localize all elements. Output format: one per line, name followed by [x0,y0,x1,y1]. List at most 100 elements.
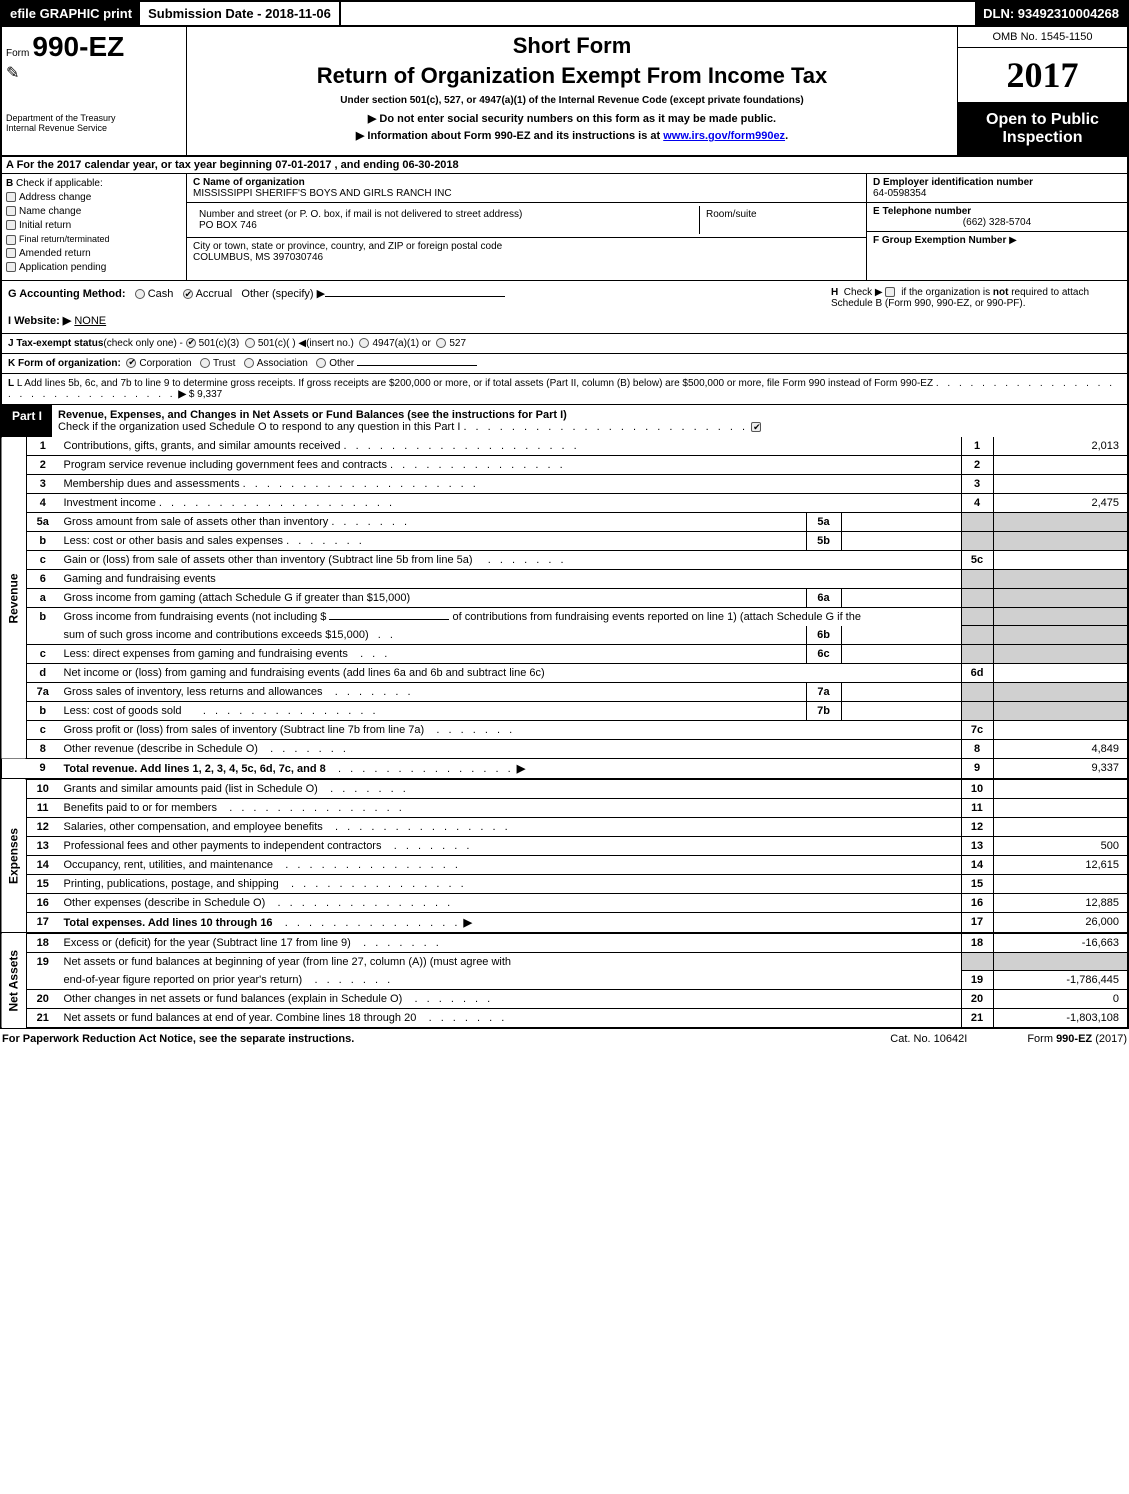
line-desc: Gross income from fundraising events (no… [59,607,962,626]
arrow-icon: ▶ [464,917,472,929]
line-num [27,626,59,645]
line-7a: 7a Gross sales of inventory, less return… [1,682,1128,701]
line-desc: Membership dues and assessments . . . . … [59,474,962,493]
line-num: 10 [27,779,59,799]
checkbox-icon[interactable] [751,422,761,432]
sub-box: 7b [806,701,841,720]
side-netassets: Net Assets [1,933,27,1029]
f-label: F Group Exemption Number [873,235,1006,246]
line-box: 9 [961,758,993,779]
line-desc: Grants and similar amounts paid (list in… [59,779,962,799]
line-num: b [27,607,59,626]
footer-right: Form 990-EZ (2017) [1027,1033,1127,1045]
sub-value [841,626,961,645]
street-value: PO BOX 746 [199,220,257,231]
j-label: J Tax-exempt status [8,338,103,349]
opt-other: Other [329,358,354,369]
radio-icon[interactable] [135,289,145,299]
radio-icon[interactable] [126,358,136,368]
line-19a: 19 Net assets or fund balances at beginn… [1,952,1128,971]
g-label: G Accounting Method: [8,288,126,300]
line-value [993,798,1128,817]
open-public: Open to Public Inspection [958,103,1127,155]
line-value [993,550,1128,569]
row-k-form-org: K Form of organization: Corporation Trus… [0,354,1129,374]
arrow-icon: ▶ [1009,235,1017,246]
row-j-tax-exempt: J Tax-exempt status(check only one) - 50… [0,334,1129,354]
d-label: D Employer identification number [873,177,1033,188]
irs-link[interactable]: www.irs.gov/form990ez [663,130,785,142]
line-value: -1,786,445 [993,971,1128,990]
radio-icon[interactable] [436,338,446,348]
checkbox-icon [6,262,16,272]
shaded-box [961,531,993,550]
chk-address-change[interactable]: Address change [6,192,182,203]
radio-icon[interactable] [245,338,255,348]
arrow-icon: ▶ [178,389,186,400]
chk-name-change[interactable]: Name change [6,206,182,217]
chk-final-return[interactable]: Final return/terminated [6,234,182,245]
shaded-val [993,569,1128,588]
h-text2: if the organization is [901,287,993,298]
line-num: d [27,663,59,682]
checkbox-icon [6,235,16,245]
radio-icon[interactable] [183,289,193,299]
line-num: 4 [27,493,59,512]
line-13: 13 Professional fees and other payments … [1,836,1128,855]
dept-line1: Department of the Treasury [6,113,116,123]
line-desc: Less: cost or other basis and sales expe… [59,531,807,550]
l-text: L Add lines 5b, 6c, and 7b to line 9 to … [17,378,933,389]
line-desc: Net income or (loss) from gaming and fun… [59,663,962,682]
line-desc: Benefits paid to or for members . . . . … [59,798,962,817]
part1-label: Part I [2,405,52,437]
line-6d: d Net income or (loss) from gaming and f… [1,663,1128,682]
top-bar: efile GRAPHIC print Submission Date - 20… [0,0,1129,27]
shaded-val [993,682,1128,701]
line-box: 3 [961,474,993,493]
city-row: City or town, state or province, country… [187,238,866,266]
chk-initial-return[interactable]: Initial return [6,220,182,231]
radio-icon[interactable] [244,358,254,368]
opt-4947: 4947(a)(1) or [372,338,430,349]
sub-value [841,588,961,607]
line-6: 6 Gaming and fundraising events [1,569,1128,588]
opt-other: Other (specify) ▶ [241,288,325,300]
line-value [993,874,1128,893]
phone-value: (662) 328-5704 [873,217,1121,228]
part1-checkline: Check if the organization used Schedule … [58,421,460,433]
line-num [27,971,59,990]
line-5c: c Gain or (loss) from sale of assets oth… [1,550,1128,569]
chk-amended-return[interactable]: Amended return [6,248,182,259]
checkbox-icon[interactable] [885,287,895,297]
line-8: 8 Other revenue (describe in Schedule O)… [1,739,1128,758]
radio-icon[interactable] [200,358,210,368]
line-desc: Program service revenue including govern… [59,455,962,474]
line-6b-2: sum of such gross income and contributio… [1,626,1128,645]
radio-icon[interactable] [316,358,326,368]
b-label: B [6,178,13,189]
group-exemption-row: F Group Exemption Number ▶ [867,232,1127,249]
radio-icon[interactable] [359,338,369,348]
line-11: 11 Benefits paid to or for members . . .… [1,798,1128,817]
line-12: 12 Salaries, other compensation, and emp… [1,817,1128,836]
line-10: Expenses 10 Grants and similar amounts p… [1,779,1128,799]
radio-icon[interactable] [186,338,196,348]
tax-year-end: 06-30-2018 [402,159,458,171]
insert-no: ◀(insert no.) [298,338,353,349]
line-17: 17 Total expenses. Add lines 10 through … [1,912,1128,933]
h-right: H Check ▶ if the organization is not req… [831,287,1121,327]
room-label: Room/suite [706,209,757,220]
line-num: 14 [27,855,59,874]
form-number-box: Form 990-EZ ✎ Department of the Treasury… [2,27,187,155]
opt-cash: Cash [148,288,174,300]
h-check: Check ▶ [844,287,883,298]
chk-application-pending[interactable]: Application pending [6,262,182,273]
opt-501c3: 501(c)(3) [199,338,240,349]
line-num: c [27,720,59,739]
line-num: 20 [27,990,59,1009]
line-box: 1 [961,437,993,456]
checkbox-icon [6,220,16,230]
footer-form-prefix: Form [1027,1033,1056,1045]
line-box: 6d [961,663,993,682]
line-desc: Less: direct expenses from gaming and fu… [59,644,807,663]
